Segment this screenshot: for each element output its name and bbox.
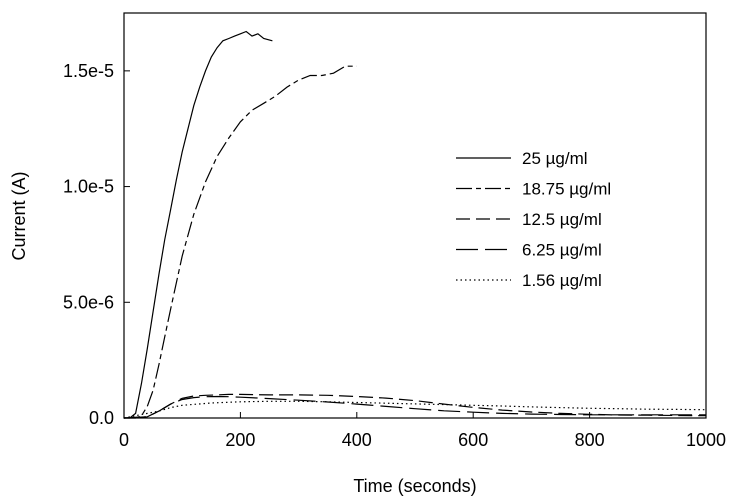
y-axis-title: Current (A): [9, 171, 29, 260]
legend-label-4: 6.25 µg/ml: [522, 241, 602, 260]
x-tick-label: 1000: [686, 430, 726, 450]
axis-ticks: 0 200 400 600 800 1000 0.0 5.0e-6 1.0e-5 1.5e-5: [63, 61, 726, 450]
series-lines: [123, 30, 707, 419]
x-axis-title: Time (seconds): [353, 476, 476, 496]
y-tick-label: 0.0: [89, 408, 114, 428]
plot-area-frame: [123, 12, 707, 419]
series-line-1: [124, 30, 273, 419]
series-line-5: [123, 400, 707, 419]
x-tick-label: 200: [225, 430, 255, 450]
legend-label-5: 1.56 µg/ml: [522, 271, 602, 290]
legend-label-3: 12.5 µg/ml: [522, 210, 602, 229]
x-tick-label: 800: [575, 430, 605, 450]
legend-label-1: 25 µg/ml: [522, 149, 588, 168]
x-tick-label: 400: [342, 430, 372, 450]
series-line-2: [124, 65, 357, 419]
legend-label-2: 18.75 µg/ml: [522, 180, 611, 199]
series-line-4: [123, 395, 706, 419]
y-tick-label: 1.5e-5: [63, 61, 114, 81]
y-tick-label: 5.0e-6: [63, 292, 114, 312]
x-tick-label: 600: [458, 430, 488, 450]
x-tick-label: 0: [119, 430, 129, 450]
y-tick-label: 1.0e-5: [63, 177, 114, 197]
legend: 25 µg/ml 18.75 µg/ml 12.5 µg/ml 6.25 µg/ml 1…: [456, 149, 611, 290]
